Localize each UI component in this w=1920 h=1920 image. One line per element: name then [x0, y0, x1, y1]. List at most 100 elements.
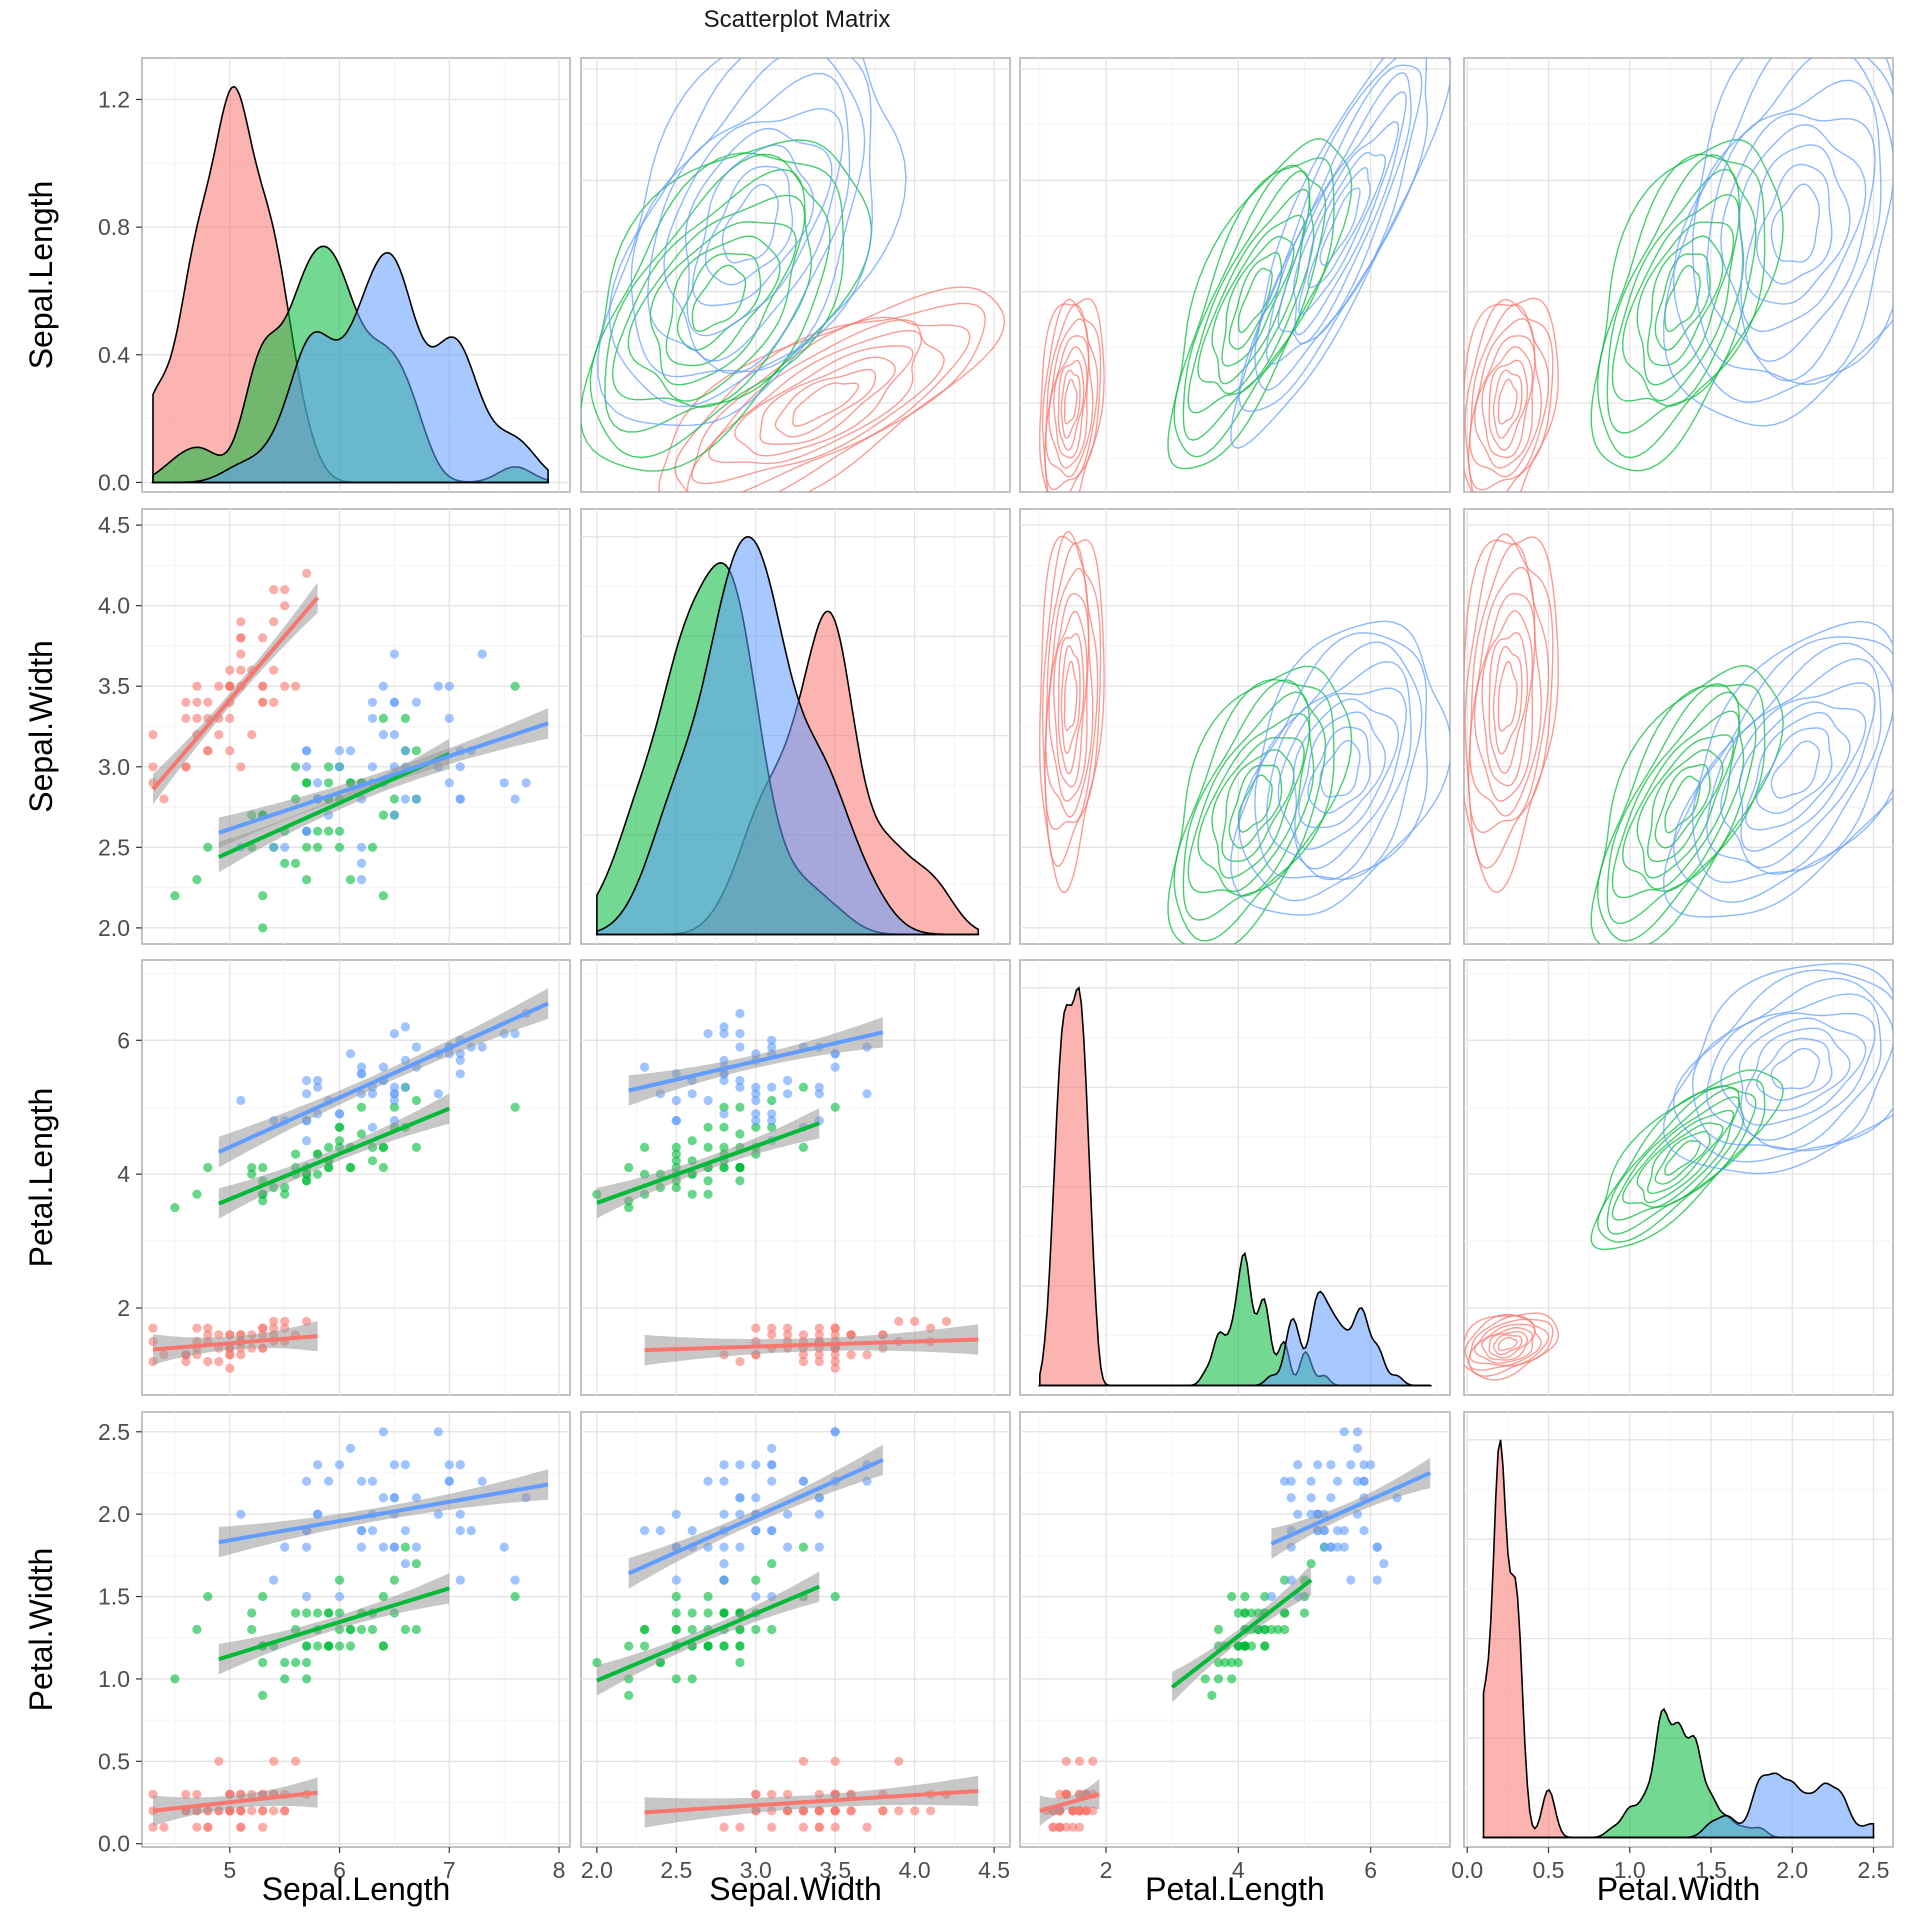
- y-tick-label: 4: [117, 1161, 130, 1187]
- data-point: [703, 1476, 713, 1486]
- data-point: [830, 1323, 840, 1333]
- data-point: [703, 1142, 713, 1152]
- data-point: [280, 1189, 290, 1199]
- contour-setosa: [1473, 335, 1536, 469]
- data-point: [214, 681, 224, 691]
- data-point: [444, 778, 454, 788]
- contour-setosa: [1060, 369, 1081, 439]
- data-point: [345, 875, 356, 885]
- data-point: [455, 762, 465, 772]
- y-tick-label: 0.0: [98, 469, 130, 495]
- contour-versicolor: [1622, 193, 1740, 402]
- contour-virginica: [1738, 701, 1867, 852]
- data-point: [499, 778, 509, 788]
- data-point: [1055, 1822, 1065, 1832]
- data-point: [1359, 1526, 1369, 1536]
- contour-setosa: [1488, 1330, 1529, 1359]
- contour-virginica: [1706, 993, 1882, 1151]
- data-point: [894, 1316, 904, 1326]
- regression-line-setosa: [644, 1337, 979, 1353]
- contour-versicolor: [1611, 691, 1745, 899]
- panel-Sepal.Length-vs-Petal.Length: [1019, 57, 1451, 493]
- contour-versicolor: [1654, 1130, 1711, 1185]
- data-point: [735, 1657, 745, 1668]
- data-point: [1339, 1526, 1349, 1536]
- contour-versicolor: [1237, 774, 1273, 833]
- data-point: [751, 1116, 761, 1126]
- data-point: [302, 568, 312, 579]
- data-point: [477, 649, 487, 659]
- data-point: [687, 1526, 697, 1536]
- data-point: [389, 697, 399, 707]
- data-point: [1061, 1822, 1071, 1832]
- data-point: [830, 1591, 840, 1602]
- contour-virginica: [1230, 58, 1450, 449]
- data-point: [302, 746, 312, 756]
- regression-line-virginica: [218, 721, 549, 835]
- data-point: [1266, 1624, 1276, 1635]
- data-point: [1332, 1526, 1343, 1536]
- data-point: [719, 1142, 729, 1152]
- contour-versicolor: [1596, 683, 1766, 942]
- data-point: [1074, 1756, 1085, 1766]
- data-point: [814, 1350, 824, 1360]
- data-point: [814, 1323, 824, 1333]
- data-point: [258, 697, 268, 707]
- x-tick-label: 2.0: [1776, 1857, 1808, 1883]
- data-point: [203, 842, 213, 852]
- contour-setosa: [707, 329, 923, 465]
- data-point: [798, 1142, 809, 1152]
- data-point: [767, 1789, 777, 1799]
- data-point: [735, 1460, 745, 1470]
- data-point: [1346, 1575, 1356, 1585]
- data-point: [751, 1526, 761, 1536]
- contour-setosa: [658, 286, 1006, 492]
- contour-virginica: [1254, 64, 1423, 391]
- data-point: [814, 1330, 824, 1340]
- panel-Sepal.Width-vs-Petal.Length: [1019, 508, 1451, 945]
- data-point: [767, 1443, 777, 1453]
- data-point: [1346, 1460, 1356, 1470]
- data-point: [671, 1674, 681, 1684]
- x-tick-label: 1.0: [1614, 1857, 1646, 1883]
- contour-virginica: [1254, 641, 1423, 881]
- data-point: [356, 858, 367, 869]
- data-point: [830, 1806, 840, 1816]
- data-point: [389, 649, 399, 659]
- data-point: [751, 1493, 761, 1503]
- contour-virginica: [705, 165, 794, 286]
- data-point: [894, 1806, 904, 1816]
- data-point: [389, 1029, 399, 1039]
- contour-virginica: [684, 127, 833, 337]
- data-point: [367, 697, 378, 707]
- data-point: [1332, 1476, 1343, 1486]
- data-point: [334, 842, 345, 852]
- data-point: [203, 1330, 213, 1340]
- y-tick-label: 1.0: [98, 1666, 130, 1692]
- data-point: [703, 1641, 713, 1651]
- data-point: [1220, 1657, 1230, 1668]
- data-point: [367, 713, 378, 724]
- data-point: [1233, 1608, 1243, 1618]
- data-point: [203, 746, 213, 756]
- data-point: [313, 842, 323, 852]
- data-point: [291, 1149, 301, 1159]
- contour-versicolor: [1237, 267, 1273, 334]
- contour-virginica: [1706, 79, 1882, 382]
- data-point: [846, 1806, 856, 1816]
- contour-virginica: [691, 144, 815, 307]
- data-point: [269, 1316, 279, 1326]
- contour-setosa: [690, 319, 945, 485]
- data-point: [1213, 1624, 1224, 1635]
- data-point: [735, 1042, 745, 1052]
- data-point: [345, 1641, 356, 1651]
- contour-versicolor: [1182, 164, 1327, 441]
- data-point: [378, 730, 388, 740]
- data-point: [624, 1690, 634, 1700]
- data-point: [767, 1559, 777, 1569]
- x-tick-label: 3.5: [819, 1857, 851, 1883]
- data-point: [798, 1356, 809, 1367]
- data-point: [862, 1089, 872, 1099]
- contour-setosa: [686, 316, 971, 492]
- data-point: [735, 1008, 745, 1019]
